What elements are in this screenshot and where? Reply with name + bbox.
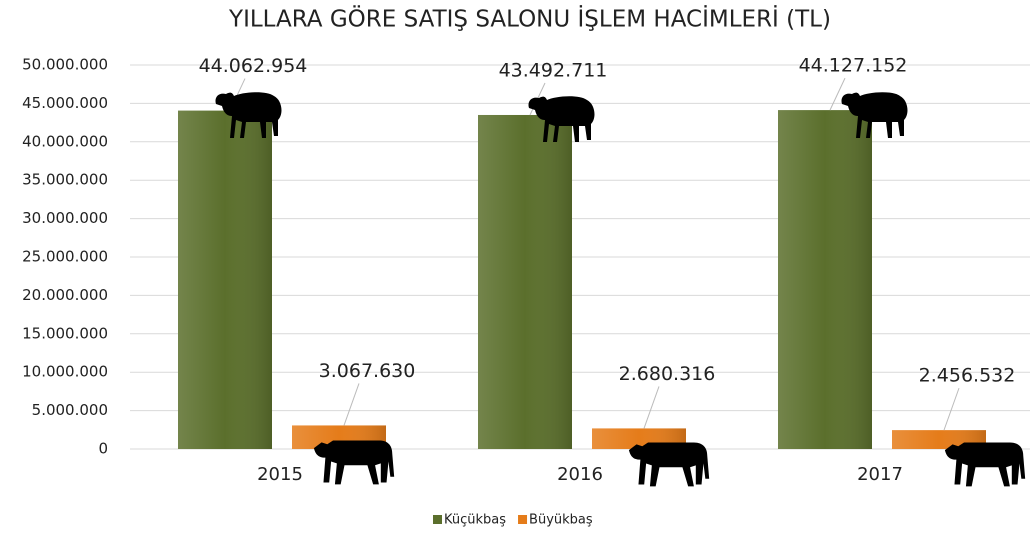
bar	[478, 114, 572, 449]
y-tick-label: 25.000.000	[22, 248, 108, 266]
chart-title: YILLARA GÖRE SATIŞ SALONU İŞLEM HACİMLER…	[228, 5, 831, 33]
data-label: 43.492.711	[499, 59, 608, 81]
bar	[778, 110, 872, 450]
x-tick-label: 2015	[257, 464, 303, 485]
cow-icon	[313, 440, 395, 485]
y-tick-label: 15.000.000	[22, 324, 108, 342]
plot: 0 5.000.000 10.000.000 15.000.000 20.000.000…	[22, 55, 1030, 528]
y-tick-label: 10.000.000	[22, 363, 108, 381]
legend-label: Küçükbaş	[444, 513, 506, 528]
leader-line	[943, 387, 960, 431]
y-tick-label: 45.000.000	[22, 94, 108, 112]
bar	[178, 110, 272, 450]
data-label: 44.062.954	[199, 55, 308, 77]
leader-line	[643, 386, 660, 429]
data-label: 44.127.152	[799, 55, 908, 77]
legend-swatch	[518, 515, 528, 524]
leader-line	[343, 383, 360, 426]
leader-line	[829, 77, 846, 111]
x-tick-label: 2017	[857, 464, 903, 485]
cow-icon	[628, 442, 710, 487]
y-tick-label: 0	[98, 440, 108, 458]
data-label: 2.456.532	[919, 365, 1016, 387]
y-tick-label: 40.000.000	[22, 132, 108, 150]
y-tick-label: 5.000.000	[32, 401, 108, 419]
cow-icon	[944, 442, 1026, 487]
y-tick-label: 50.000.000	[22, 56, 108, 74]
legend-label: Büyükbaş	[529, 513, 593, 528]
legend-swatch	[433, 515, 442, 524]
data-label: 3.067.630	[319, 360, 416, 382]
y-tick-label: 20.000.000	[22, 286, 108, 304]
y-tick-label: 35.000.000	[22, 171, 108, 189]
data-label: 2.680.316	[619, 363, 716, 385]
y-tick-label: 30.000.000	[22, 209, 108, 227]
x-tick-label: 2016	[557, 464, 603, 485]
